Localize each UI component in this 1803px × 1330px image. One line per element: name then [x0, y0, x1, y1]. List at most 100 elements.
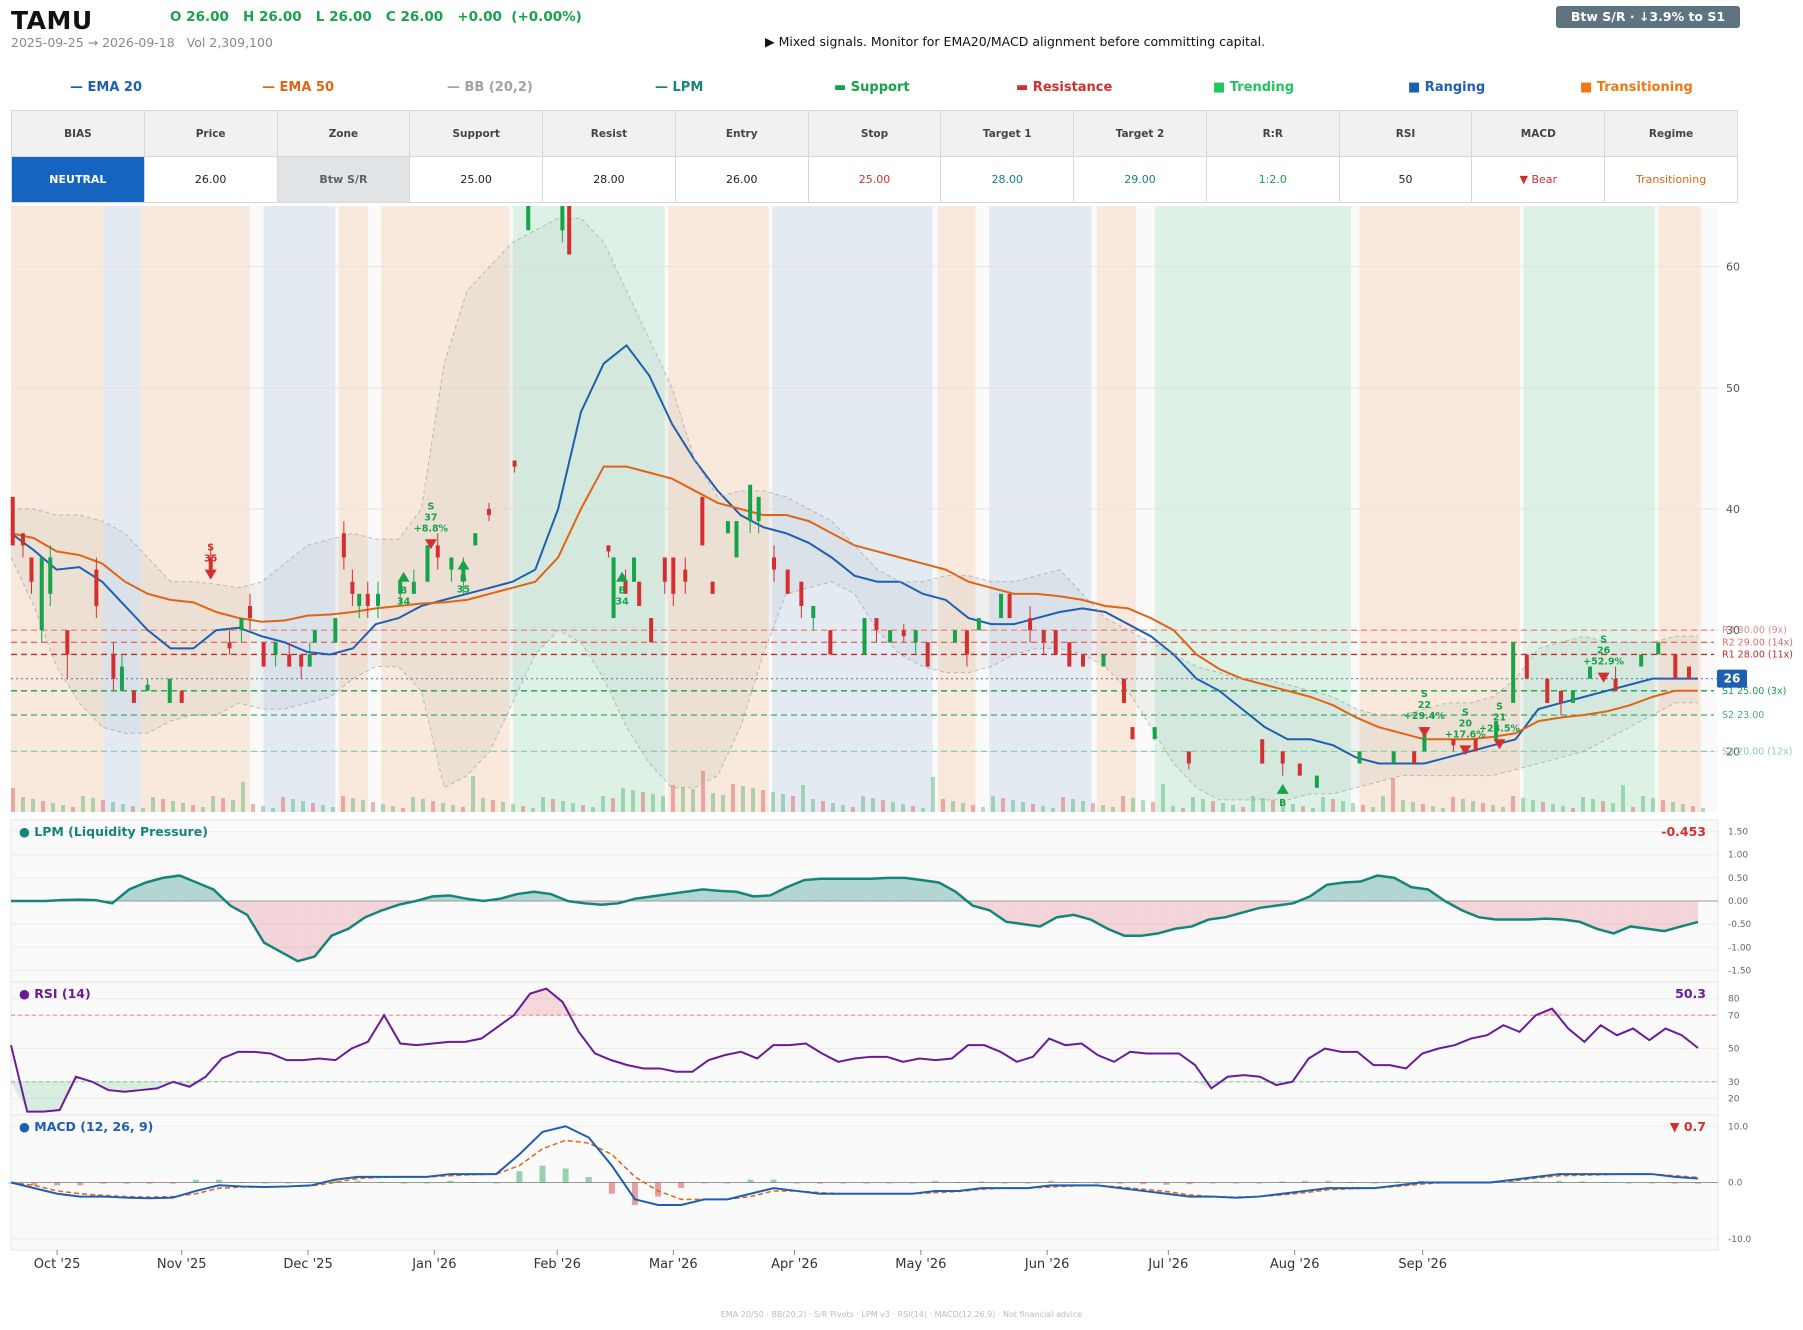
- volume-bar: [801, 785, 805, 812]
- macd-histogram-bar: [932, 1180, 939, 1183]
- indicator-last-value: 50.3: [1675, 986, 1706, 1001]
- candle-body: [734, 521, 739, 558]
- price-y-tick: 20: [1726, 745, 1740, 758]
- volume-bar: [931, 777, 935, 812]
- volume-bar: [1511, 796, 1515, 812]
- candle-body: [1357, 751, 1362, 764]
- lpm-area-segment: [297, 901, 315, 962]
- rsi-os-fill: [27, 1081, 44, 1112]
- legend-transitioning[interactable]: ■ Transitioning: [1580, 80, 1693, 95]
- volume-bar: [891, 802, 895, 812]
- lpm-area-segment: [1681, 901, 1698, 927]
- candle-body: [611, 557, 616, 619]
- signal-label: S: [1600, 635, 1607, 646]
- macd-histogram-bar: [1279, 1181, 1286, 1183]
- volume-bar: [1341, 801, 1345, 812]
- zone-badge: Btw S/R · ↓3.9% to S1: [1556, 6, 1740, 28]
- legend-ema50[interactable]: — EMA 50: [262, 80, 335, 95]
- macd-histogram-bar: [608, 1182, 615, 1194]
- candle-body: [167, 678, 172, 703]
- volume-bar: [231, 800, 235, 812]
- legend-ema20[interactable]: — EMA 20: [70, 80, 143, 95]
- chart-legend: — EMA 20 — EMA 50 — BB (20,2) — LPM ▬ Su…: [0, 80, 1803, 100]
- macd-histogram-bar: [585, 1176, 592, 1183]
- candle-body: [1314, 775, 1319, 788]
- ema-line: [10, 343, 1698, 765]
- volume-bar: [321, 805, 325, 812]
- lpm-area-segment: [264, 901, 281, 952]
- volume-bar: [191, 805, 195, 812]
- table-header-cell: Price: [143, 110, 278, 157]
- lpm-area-segment: [348, 901, 366, 929]
- volume-bar: [181, 803, 185, 812]
- table-header-cell: Entry: [674, 110, 809, 157]
- sell-signal-marker: [424, 539, 437, 550]
- volume-bar: [1211, 801, 1215, 812]
- signal-label: 20: [1459, 718, 1473, 729]
- table-header-cell: MACD: [1471, 110, 1606, 157]
- volume-bar: [901, 804, 905, 812]
- indicator-y-tick: 0.0: [1728, 1179, 1743, 1189]
- volume-bar: [1461, 799, 1465, 812]
- volume-bar: [681, 787, 685, 812]
- volume-bar: [1351, 803, 1355, 812]
- macd-histogram-bar: [77, 1182, 84, 1186]
- volume-bar: [1361, 805, 1365, 812]
- volume-bar: [81, 796, 85, 812]
- macd-histogram-bar: [1186, 1182, 1193, 1185]
- candle-body: [350, 581, 355, 594]
- lpm-area-segment: [1175, 901, 1192, 929]
- legend-resistance[interactable]: ▬ Resistance: [1016, 80, 1113, 95]
- footer-note: EMA 20/50 · BB(20,2) · S/R Pivots · LPM …: [720, 1310, 1083, 1319]
- macd-histogram-bar: [331, 1179, 338, 1183]
- volume-bar: [581, 805, 585, 812]
- legend-lpm[interactable]: — LPM: [655, 80, 704, 95]
- macd-histogram-bar: [423, 1182, 430, 1184]
- signal-label: 21: [1493, 712, 1506, 723]
- indicator-y-tick: 1.00: [1728, 851, 1748, 861]
- signal-label: B: [1279, 798, 1286, 809]
- sell-signal-marker: [1597, 672, 1610, 683]
- macd-histogram-bar: [655, 1182, 662, 1197]
- volume-bar: [61, 805, 65, 812]
- volume-bar: [1401, 800, 1405, 812]
- volume-bar: [241, 782, 245, 812]
- lpm-area-segment: [1394, 877, 1412, 901]
- macd-histogram-bar: [747, 1179, 754, 1183]
- macd-histogram-bar: [678, 1182, 685, 1189]
- buy-signal-marker: [616, 571, 629, 582]
- trade-setup-table: BIAS Price Zone Support Resist Entry Stop Targe…: [11, 110, 1738, 203]
- indicator-y-tick: -1.50: [1728, 966, 1752, 976]
- lpm-area-segment: [196, 882, 214, 901]
- macd-histogram-bar: [169, 1182, 176, 1184]
- volume-bar: [1081, 801, 1085, 812]
- macd-histogram-bar: [1071, 1181, 1078, 1183]
- volume-bar: [551, 799, 555, 812]
- volume-bar: [1501, 807, 1505, 812]
- signal-label: S: [1496, 701, 1503, 712]
- legend-trending[interactable]: ■ Trending: [1213, 80, 1295, 95]
- volume-bar: [1031, 804, 1035, 812]
- signal-label: S: [1421, 689, 1428, 700]
- lpm-area-segment: [1512, 901, 1530, 920]
- volume-bar: [291, 799, 295, 812]
- legend-ranging[interactable]: ■ Ranging: [1408, 80, 1486, 95]
- volume-bar: [1571, 808, 1575, 812]
- table-value-cell: 25.00: [807, 156, 942, 203]
- lpm-area-segment: [1343, 881, 1361, 901]
- candle-body: [700, 496, 705, 546]
- rsi-os-fill: [124, 1081, 141, 1092]
- candle-body: [637, 581, 642, 606]
- volume-bar: [441, 803, 445, 812]
- signal-label: S: [207, 543, 214, 554]
- volume-bar: [1601, 801, 1605, 812]
- volume-bar: [421, 799, 425, 812]
- indicator-y-tick: -1.00: [1728, 943, 1752, 953]
- volume-bar: [211, 796, 215, 812]
- volume-bar: [391, 806, 395, 812]
- volume-bar: [471, 776, 475, 812]
- lpm-area-segment: [1647, 901, 1665, 932]
- legend-bb[interactable]: — BB (20,2): [447, 80, 533, 95]
- volume-bar: [251, 804, 255, 812]
- legend-support[interactable]: ▬ Support: [834, 80, 910, 95]
